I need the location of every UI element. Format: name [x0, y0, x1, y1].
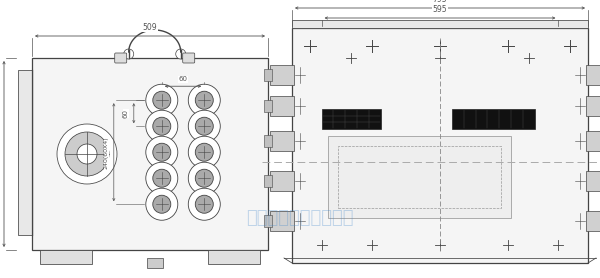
- Circle shape: [153, 117, 171, 135]
- Bar: [338, 146, 501, 208]
- FancyBboxPatch shape: [183, 53, 195, 63]
- Bar: [32, 58, 268, 250]
- Bar: [586, 96, 600, 116]
- Circle shape: [188, 188, 220, 220]
- Circle shape: [124, 49, 134, 59]
- Text: 60: 60: [123, 109, 129, 118]
- Bar: [586, 171, 600, 191]
- Bar: [264, 215, 272, 227]
- Bar: [270, 96, 294, 116]
- Circle shape: [153, 143, 171, 161]
- Circle shape: [153, 195, 171, 213]
- Bar: [328, 136, 511, 218]
- FancyBboxPatch shape: [115, 53, 127, 63]
- Circle shape: [146, 84, 178, 116]
- Text: 509: 509: [143, 23, 157, 32]
- Bar: [586, 211, 600, 231]
- Bar: [40, 250, 92, 264]
- Circle shape: [195, 143, 213, 161]
- Bar: [147, 258, 163, 268]
- Bar: [270, 65, 294, 85]
- Circle shape: [188, 136, 220, 168]
- Bar: [586, 131, 600, 151]
- Circle shape: [146, 110, 178, 142]
- Circle shape: [195, 117, 213, 135]
- Bar: [270, 171, 294, 191]
- Bar: [292, 20, 588, 28]
- Bar: [264, 175, 272, 187]
- Circle shape: [188, 84, 220, 116]
- Bar: [264, 69, 272, 81]
- Circle shape: [195, 169, 213, 187]
- Circle shape: [176, 49, 186, 59]
- Circle shape: [65, 132, 109, 176]
- Circle shape: [153, 91, 171, 109]
- Circle shape: [146, 162, 178, 194]
- Bar: [270, 131, 294, 151]
- Text: 山东中煤电器有限公司: 山东中煤电器有限公司: [246, 209, 354, 227]
- Bar: [264, 135, 272, 147]
- Text: 595: 595: [433, 5, 448, 14]
- Circle shape: [77, 144, 97, 164]
- Bar: [452, 109, 535, 129]
- Circle shape: [195, 195, 213, 213]
- Circle shape: [146, 188, 178, 220]
- Bar: [292, 28, 588, 263]
- Text: 795: 795: [433, 0, 448, 4]
- Text: 240(60X4): 240(60X4): [104, 136, 109, 168]
- Circle shape: [188, 110, 220, 142]
- Bar: [264, 100, 272, 111]
- Circle shape: [146, 136, 178, 168]
- Circle shape: [188, 162, 220, 194]
- Circle shape: [195, 91, 213, 109]
- Bar: [270, 211, 294, 231]
- Bar: [322, 109, 381, 129]
- Bar: [18, 70, 32, 235]
- Circle shape: [153, 169, 171, 187]
- Circle shape: [57, 124, 117, 184]
- Bar: [208, 250, 260, 264]
- Bar: [586, 65, 600, 85]
- Text: 60: 60: [179, 76, 188, 82]
